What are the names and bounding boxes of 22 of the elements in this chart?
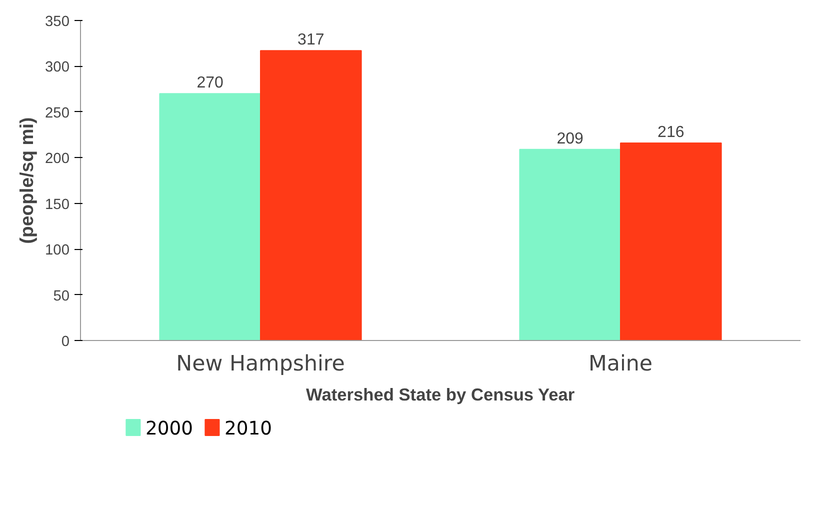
y-tick-label: 50 <box>53 288 70 304</box>
x-axis-title: Watershed State by Census Year <box>306 384 575 404</box>
y-tick-label: 350 <box>45 14 70 30</box>
legend-label: 2010 <box>224 418 272 440</box>
y-axis-title: (people/sq mi) <box>16 117 38 244</box>
bar <box>159 93 261 340</box>
x-tick-label: New Hampshire <box>176 352 345 376</box>
y-tick-label: 0 <box>61 334 70 350</box>
x-tick-label: Maine <box>588 352 653 376</box>
data-label: 216 <box>658 124 684 142</box>
bar <box>519 148 621 340</box>
data-label: 209 <box>556 130 584 148</box>
data-label: 317 <box>298 32 324 49</box>
y-tick-label: 100 <box>45 242 70 259</box>
y-tick-label: 300 <box>45 60 70 76</box>
bar <box>260 50 362 340</box>
y-tick-label: 250 <box>45 105 70 122</box>
y-tick-label: 150 <box>45 196 70 213</box>
data-label: 270 <box>196 74 224 92</box>
legend-label: 2000 <box>145 418 193 440</box>
bar <box>620 142 722 340</box>
y-tick-label: 200 <box>45 151 70 168</box>
